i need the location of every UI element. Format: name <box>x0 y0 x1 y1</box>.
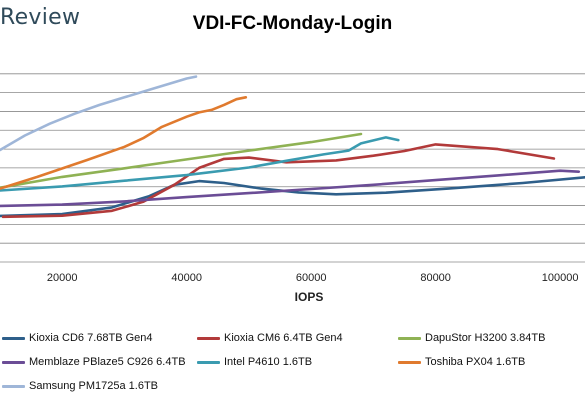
line-chart: 20000 40000 60000 80000 100000 IOPS <box>0 73 585 304</box>
chart-title: VDI-FC-Monday-Login <box>192 13 393 34</box>
x-tick-label: 100000 <box>542 272 579 284</box>
gridlines <box>0 73 585 263</box>
legend-label: DapuStor H3200 3.84TB <box>425 332 546 344</box>
legend-label: Memblaze PBlaze5 C926 6.4TB <box>29 356 186 368</box>
legend-item: Kioxia CM6 6.4TB Gen4 <box>197 332 343 344</box>
legend-label: Toshiba PX04 1.6TB <box>425 356 526 368</box>
series-line <box>0 75 198 152</box>
series-line <box>0 132 363 189</box>
x-tick-label: 60000 <box>296 272 327 284</box>
x-axis-title: IOPS <box>295 290 324 304</box>
legend-swatch <box>197 360 220 364</box>
legend-label: Kioxia CD6 7.68TB Gen4 <box>29 332 153 344</box>
legend-swatch <box>2 384 25 388</box>
series-line <box>0 96 248 190</box>
legend-swatch <box>398 360 421 364</box>
legend-swatch <box>2 360 25 364</box>
site-logo: Review <box>0 5 81 30</box>
legend-label: Samsung PM1725a 1.6TB <box>29 380 159 392</box>
series-line <box>0 169 581 208</box>
legend-label: Intel P4610 1.6TB <box>224 356 313 368</box>
legend-item: Memblaze PBlaze5 C926 6.4TB <box>2 356 186 368</box>
legend-item: Intel P4610 1.6TB <box>197 356 312 368</box>
legend-item: Kioxia CD6 7.68TB Gen4 <box>2 332 153 344</box>
x-tick-label: 80000 <box>420 272 451 284</box>
legend-swatch <box>398 336 421 340</box>
series-line <box>0 176 585 218</box>
legend: Kioxia CD6 7.68TB Gen4 Kioxia CM6 6.4TB G… <box>0 322 585 397</box>
legend-swatch <box>197 336 220 340</box>
x-tick-labels: 20000 40000 60000 80000 100000 <box>47 272 579 284</box>
legend-item: Toshiba PX04 1.6TB <box>398 356 525 368</box>
legend-label: Kioxia CM6 6.4TB Gen4 <box>224 332 343 344</box>
legend-item: DapuStor H3200 3.84TB <box>398 332 545 344</box>
legend-swatch <box>2 336 25 340</box>
series-line <box>1 143 556 219</box>
series-line <box>0 136 400 192</box>
series-lines <box>0 75 585 219</box>
x-tick-label: 20000 <box>47 272 78 284</box>
x-tick-label: 40000 <box>171 272 202 284</box>
legend-item: Samsung PM1725a 1.6TB <box>2 380 158 392</box>
